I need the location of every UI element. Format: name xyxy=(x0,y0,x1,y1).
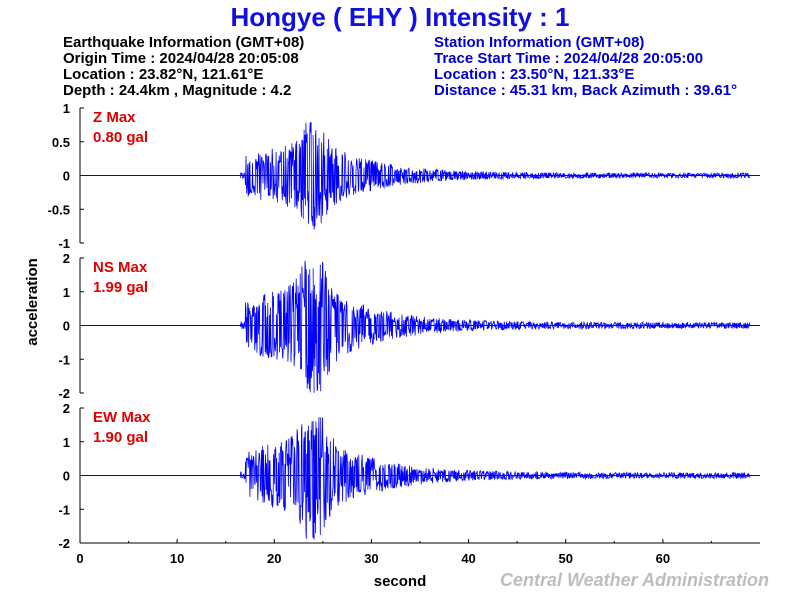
ns-max-value: 1.99 gal xyxy=(93,279,148,296)
ns-waveform xyxy=(239,260,751,393)
trace-start-time: Trace Start Time : 2024/04/28 20:05:00 xyxy=(434,50,704,67)
chart-title: Hongye ( EHY ) Intensity : 1 xyxy=(230,2,570,32)
ns-y-tick-label: 2 xyxy=(63,251,70,266)
ns-max-label: NS Max xyxy=(93,259,148,276)
ew-max-value: 1.90 gal xyxy=(93,429,148,446)
ew-y-tick-label: -1 xyxy=(58,502,70,517)
ew-y-tick-label: 1 xyxy=(63,435,70,450)
ew-y-tick-label: 0 xyxy=(63,469,70,484)
ew-y-tick-label: -2 xyxy=(58,536,70,551)
x-tick-label: 10 xyxy=(170,551,184,566)
ns-y-tick-label: 0 xyxy=(63,319,70,334)
station-heading: Station Information (GMT+08) xyxy=(434,34,645,51)
origin-time: Origin Time : 2024/04/28 20:05:08 xyxy=(63,50,299,67)
earthquake-info: Earthquake Information (GMT+08) Origin T… xyxy=(63,35,304,99)
y-axis-label: acceleration xyxy=(24,258,41,346)
earthquake-heading: Earthquake Information (GMT+08) xyxy=(63,34,305,51)
z-y-tick-label: 0.5 xyxy=(52,135,70,150)
ew-max-label: EW Max xyxy=(93,409,151,426)
z-y-tick-label: -0.5 xyxy=(48,202,70,217)
x-tick-label: 50 xyxy=(558,551,572,566)
x-axis-label: second xyxy=(374,573,427,590)
x-tick-label: 30 xyxy=(364,551,378,566)
credit-label: Central Weather Administration xyxy=(499,570,769,590)
z-max-label: Z Max xyxy=(93,109,136,126)
x-tick-label: 0 xyxy=(76,551,83,566)
x-tick-label: 40 xyxy=(461,551,475,566)
distance-azimuth: Distance : 45.31 km, Back Azimuth : 39.6… xyxy=(434,82,738,99)
z-y-tick-label: -1 xyxy=(58,236,70,251)
ns-y-tick-label: -1 xyxy=(58,352,70,367)
z-y-tick-label: 1 xyxy=(63,101,70,116)
ew-y-tick-label: 2 xyxy=(63,401,70,416)
x-tick-label: 20 xyxy=(267,551,281,566)
z-y-tick-label: 0 xyxy=(63,169,70,184)
x-tick-label: 60 xyxy=(656,551,670,566)
z-max-value: 0.80 gal xyxy=(93,129,148,146)
earthquake-location: Location : 23.82°N, 121.61°E xyxy=(63,66,264,83)
depth-magnitude: Depth : 24.4km , Magnitude : 4.2 xyxy=(63,82,292,99)
station-location: Location : 23.50°N, 121.33°E xyxy=(434,66,635,83)
z-waveform xyxy=(239,122,751,230)
station-info: Station Information (GMT+08) Trace Start… xyxy=(434,35,737,99)
ew-waveform xyxy=(239,417,751,540)
ns-y-tick-label: 1 xyxy=(63,285,70,300)
ns-y-tick-label: -2 xyxy=(58,386,70,401)
